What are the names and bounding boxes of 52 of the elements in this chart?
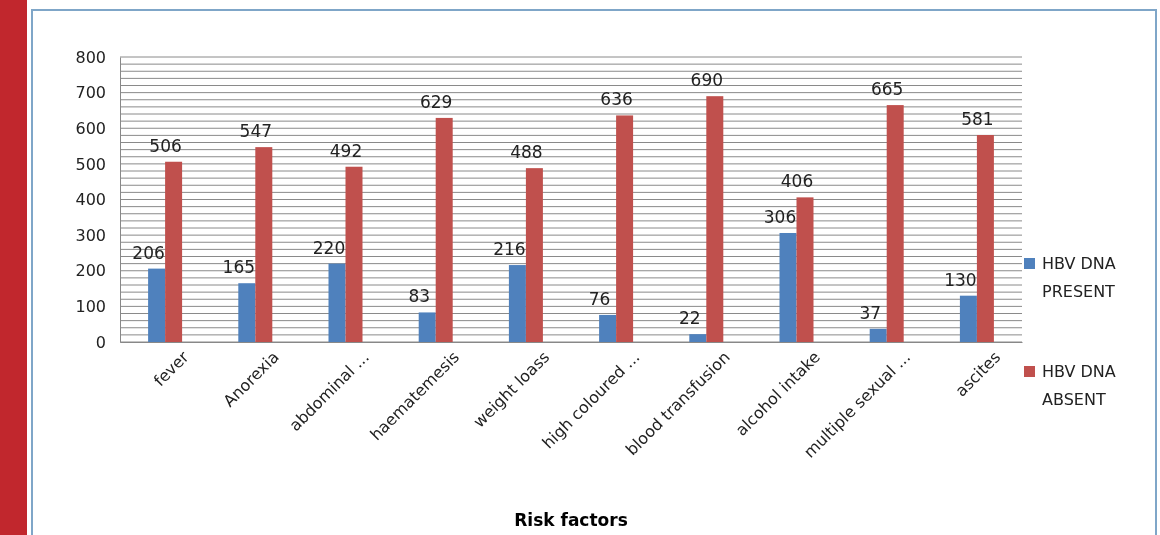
y-tick-label: 0 [95, 332, 106, 352]
data-label: 690 [690, 70, 724, 91]
y-tick-label: 500 [75, 154, 106, 174]
bar [706, 96, 724, 342]
data-label: 492 [329, 140, 363, 161]
data-label: 306 [763, 206, 797, 227]
data-label: 130 [944, 269, 977, 290]
bar [345, 166, 363, 342]
y-tick-label: 100 [75, 296, 106, 316]
bar [796, 197, 814, 342]
data-label: 76 [588, 288, 611, 309]
bar [779, 232, 797, 342]
x-axis-title: Risk factors [514, 510, 628, 530]
legend-label: HBV DNA PRESENT [1042, 254, 1116, 301]
bar [616, 115, 634, 342]
bar [599, 314, 617, 342]
data-label: 206 [132, 242, 165, 263]
data-label: 636 [600, 89, 633, 110]
bar [255, 147, 273, 342]
y-tick-label: 600 [75, 118, 106, 138]
y-tick-label: 200 [75, 261, 106, 281]
y-tick-label: 700 [75, 83, 106, 103]
data-label: 37 [859, 302, 882, 323]
bar [976, 135, 994, 342]
bar [328, 263, 346, 342]
bar [165, 161, 183, 342]
bar [238, 283, 256, 342]
bar [869, 328, 887, 342]
bar [435, 117, 453, 342]
data-label: 665 [870, 79, 904, 100]
data-label: 406 [780, 171, 814, 192]
bar [959, 295, 977, 342]
legend-label: HBV DNA ABSENT [1042, 362, 1116, 409]
data-label: 220 [312, 237, 346, 258]
data-label: 547 [239, 121, 273, 142]
data-label: 488 [510, 142, 543, 163]
bar [508, 265, 526, 342]
y-tick-label: 800 [75, 47, 106, 67]
data-label: 22 [678, 308, 701, 329]
data-label: 581 [961, 109, 994, 130]
bar [148, 268, 166, 342]
data-label: 165 [222, 257, 256, 278]
data-label: 83 [408, 286, 431, 307]
bar [525, 168, 543, 342]
y-tick-label: 400 [75, 190, 106, 210]
bar [689, 334, 707, 342]
bar [886, 105, 904, 342]
bar [418, 312, 436, 342]
data-label: 506 [149, 135, 182, 156]
data-label: 629 [419, 91, 453, 112]
y-tick-label: 300 [75, 225, 106, 245]
data-label: 216 [493, 239, 526, 260]
